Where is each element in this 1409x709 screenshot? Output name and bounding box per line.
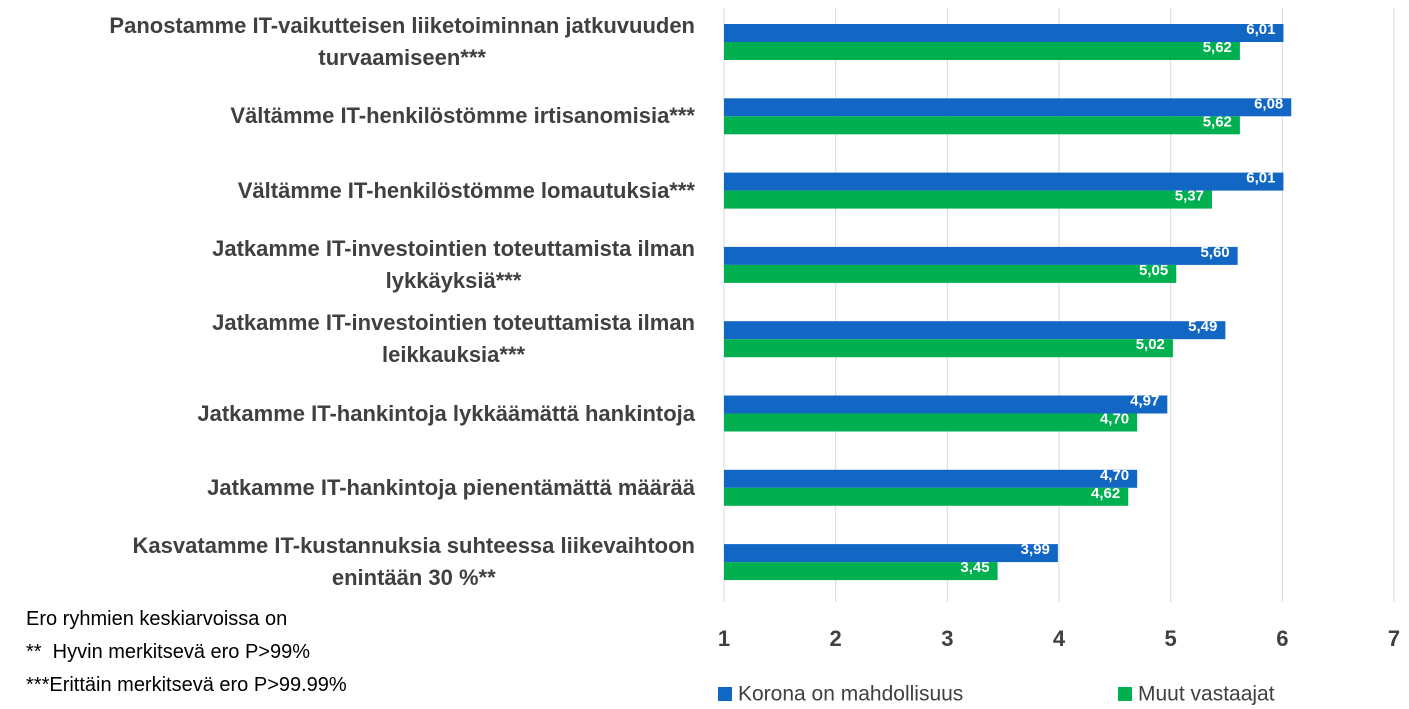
bar <box>724 469 1138 488</box>
bar <box>724 246 1238 265</box>
value-label: 5,49 <box>1188 318 1217 335</box>
value-label: 4,62 <box>1091 485 1120 502</box>
category-label: Jatkamme IT-investointien toteuttamista … <box>212 310 695 368</box>
category-label: Kasvatamme IT-kustannuksia suhteessa lii… <box>132 533 695 591</box>
bar <box>724 339 1173 358</box>
bar <box>724 24 1284 42</box>
bar <box>724 42 1240 60</box>
value-label: 5,37 <box>1175 188 1204 205</box>
value-label: 3,45 <box>960 559 989 576</box>
legend-label: Muut vastaajat <box>1138 683 1275 706</box>
legend-swatch <box>718 687 732 701</box>
value-label: 5,02 <box>1136 336 1165 353</box>
category-label: Jatkamme IT-hankintoja pienentämättä mää… <box>207 474 695 500</box>
legend-label: Korona on mahdollisuus <box>738 683 963 706</box>
bar <box>724 487 1129 506</box>
x-tick-label: 3 <box>941 626 953 651</box>
value-label: 5,05 <box>1139 262 1168 279</box>
footnote: ** Hyvin merkitsevä ero P>99% <box>26 641 311 663</box>
bar <box>724 321 1226 340</box>
bar <box>724 395 1168 414</box>
bar <box>724 544 1058 563</box>
value-label: 5,62 <box>1203 113 1232 130</box>
value-label: 3,99 <box>1021 541 1050 558</box>
category-label: Panostamme IT-vaikutteisen liiketoiminna… <box>109 13 695 70</box>
x-tick-label: 7 <box>1388 626 1400 651</box>
legend-swatch <box>1118 687 1132 701</box>
value-label: 4,97 <box>1130 392 1159 409</box>
bar <box>724 116 1240 135</box>
value-label: 6,08 <box>1254 95 1283 112</box>
category-label: Jatkamme IT-hankintoja lykkäämättä hanki… <box>197 400 695 426</box>
value-label: 6,01 <box>1246 170 1275 187</box>
x-tick-label: 5 <box>1165 626 1177 651</box>
bar <box>724 190 1212 209</box>
category-label: Jatkamme IT-investointien toteuttamista … <box>212 235 695 293</box>
x-tick-label: 1 <box>718 626 730 651</box>
category-label: Vältämme IT-henkilöstömme lomautuksia*** <box>237 177 695 203</box>
x-tick-label: 6 <box>1276 626 1288 651</box>
footnote: ***Erittäin merkitsevä ero P>99.99% <box>26 674 347 696</box>
x-tick-label: 2 <box>830 626 842 651</box>
value-label: 5,62 <box>1203 39 1232 56</box>
value-label: 4,70 <box>1100 410 1129 427</box>
category-label: Vältämme IT-henkilöstömme irtisanomisia*… <box>230 103 695 129</box>
value-label: 4,70 <box>1100 467 1129 484</box>
bar <box>724 172 1284 191</box>
x-tick-label: 4 <box>1053 626 1066 651</box>
bar <box>724 413 1138 432</box>
bar <box>724 562 998 581</box>
footnote: Ero ryhmien keskiarvoissa on <box>26 608 288 630</box>
bar <box>724 264 1177 283</box>
value-label: 5,60 <box>1200 244 1229 261</box>
bar <box>724 98 1292 117</box>
value-label: 6,01 <box>1246 21 1275 38</box>
